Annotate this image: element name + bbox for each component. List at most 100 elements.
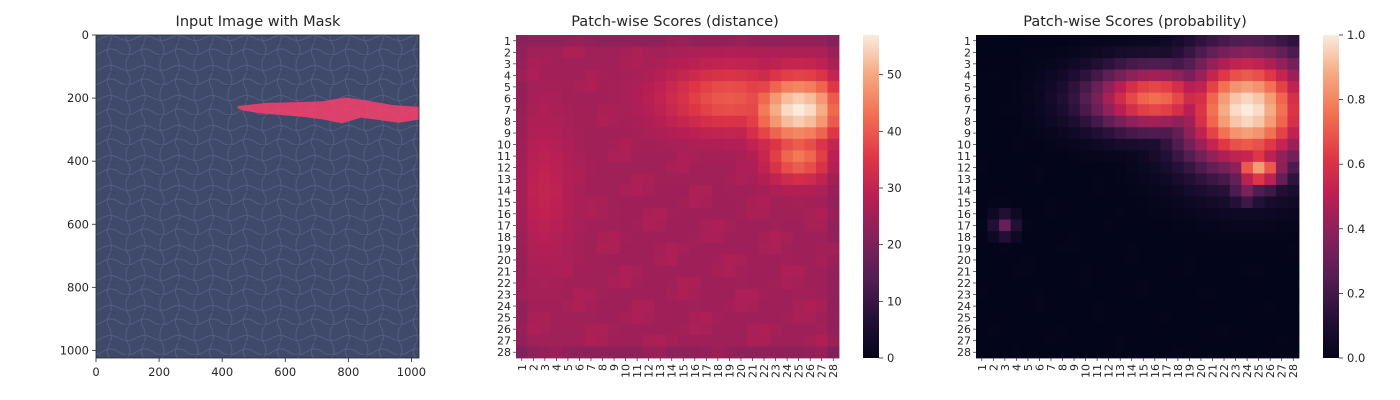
y-tick-label: 6	[504, 92, 511, 105]
heatmap-cell	[1079, 35, 1092, 47]
heatmap-cell	[1241, 173, 1254, 186]
heatmap-cell	[723, 104, 736, 117]
heatmap-cell	[1287, 69, 1300, 82]
heatmap-cell	[1137, 115, 1150, 128]
heatmap-cell	[654, 161, 667, 174]
heatmap-cell	[700, 46, 713, 59]
heatmap-cell	[1160, 265, 1173, 278]
colorbar-tick-label: 0.4	[1347, 222, 1365, 236]
heatmap-cell	[999, 92, 1012, 105]
x-tick-label: 2	[987, 364, 1000, 371]
heatmap-cell	[1287, 196, 1300, 209]
heatmap-cell	[1068, 288, 1081, 301]
y-tick-label: 14	[957, 185, 971, 198]
heatmap-cell	[1137, 81, 1150, 94]
heatmap-cell	[1183, 104, 1196, 117]
heatmap-cell	[1125, 219, 1138, 232]
heatmap-cell	[1264, 334, 1277, 347]
heatmap-cell	[1252, 69, 1265, 82]
heatmap-cell	[976, 161, 988, 174]
heatmap-cell	[815, 69, 828, 82]
heatmap-cell	[815, 150, 828, 163]
heatmap-cell	[1068, 231, 1081, 244]
heatmap-cell	[654, 58, 667, 71]
heatmap-cell	[527, 69, 540, 82]
heatmap-cell	[1183, 254, 1196, 267]
heatmap-cell	[781, 265, 794, 278]
heatmap-cell	[712, 231, 725, 244]
heatmap-cell	[1045, 81, 1058, 94]
heatmap-cell	[1275, 115, 1288, 128]
heatmap-cell	[1206, 161, 1219, 174]
heatmap-cell	[573, 173, 586, 186]
heatmap-cell	[1102, 311, 1115, 324]
heatmap-cell	[1149, 334, 1161, 347]
heatmap-cell	[585, 69, 598, 82]
x-tick-label: 3	[999, 364, 1012, 371]
heatmap-cell	[677, 127, 690, 140]
x-tick-label: 20	[1195, 364, 1208, 378]
heatmap-cell	[1229, 231, 1242, 244]
heatmap-cell	[792, 311, 805, 324]
x-tick-label: 5	[1022, 364, 1035, 371]
heatmap-cell	[677, 334, 690, 347]
heatmap-cell	[827, 277, 840, 290]
heatmap-cell	[1149, 138, 1161, 151]
heatmap-cell	[550, 300, 563, 313]
heatmap-cell	[1252, 300, 1265, 313]
heatmap-cell	[677, 323, 690, 336]
heatmap-cell	[1183, 150, 1196, 163]
heatmap-cell	[677, 92, 690, 105]
heatmap-cell	[1102, 184, 1115, 197]
heatmap-cell	[562, 104, 575, 117]
heatmap-cell	[573, 277, 586, 290]
heatmap-cell	[689, 265, 701, 278]
heatmap-cell	[804, 150, 817, 163]
heatmap-cell	[596, 46, 609, 59]
heatmap-cell	[665, 265, 678, 278]
heatmap-cell	[1229, 138, 1242, 151]
y-tick-label: 22	[497, 277, 511, 290]
heatmap-cell	[550, 277, 563, 290]
x-tick-label: 12	[1103, 364, 1116, 378]
heatmap-cell	[781, 161, 794, 174]
heatmap-cell	[1056, 184, 1069, 197]
heatmap-cell	[619, 346, 632, 359]
x-tick-label: 7	[585, 364, 598, 371]
heatmap-cell	[735, 127, 748, 140]
heatmap-cell	[619, 196, 632, 209]
heatmap-cell	[792, 323, 805, 336]
y-tick-label: 5	[504, 81, 511, 94]
heatmap-cell	[631, 265, 644, 278]
heatmap-cell	[654, 92, 667, 105]
heatmap-cell	[723, 265, 736, 278]
heatmap-cell	[1114, 231, 1127, 244]
heatmap-cell	[999, 173, 1012, 186]
heatmap-cell	[1137, 138, 1150, 151]
heatmap-cell	[1172, 323, 1185, 336]
heatmap-cell	[608, 277, 621, 290]
heatmap-cell	[987, 81, 1000, 94]
heatmap-cell	[1033, 104, 1046, 117]
heatmap-cell	[1056, 334, 1069, 347]
heatmap-cell	[758, 104, 771, 117]
heatmap-cell	[976, 231, 988, 244]
heatmap-cell	[735, 184, 748, 197]
heatmap-cell	[804, 346, 817, 359]
heatmap-cell	[746, 173, 759, 186]
heatmap-cell	[1252, 346, 1265, 359]
heatmap-cell	[550, 346, 563, 359]
heatmap-cell	[1287, 334, 1300, 347]
heatmap-cell	[1149, 115, 1161, 128]
heatmap-cell	[654, 127, 667, 140]
heatmap-cell	[1264, 196, 1277, 209]
heatmap-cell	[689, 150, 701, 163]
heatmap-cell	[539, 242, 552, 255]
heatmap-cell	[1010, 92, 1023, 105]
heatmap-cell	[769, 311, 782, 324]
heatmap-cell	[1079, 288, 1092, 301]
input-image-panel: Input Image with Mask 0 200 400 600 800 10000…	[60, 14, 426, 379]
heatmap-cell	[1079, 115, 1092, 128]
heatmap-cell	[585, 231, 598, 244]
heatmap-cell	[642, 127, 655, 140]
